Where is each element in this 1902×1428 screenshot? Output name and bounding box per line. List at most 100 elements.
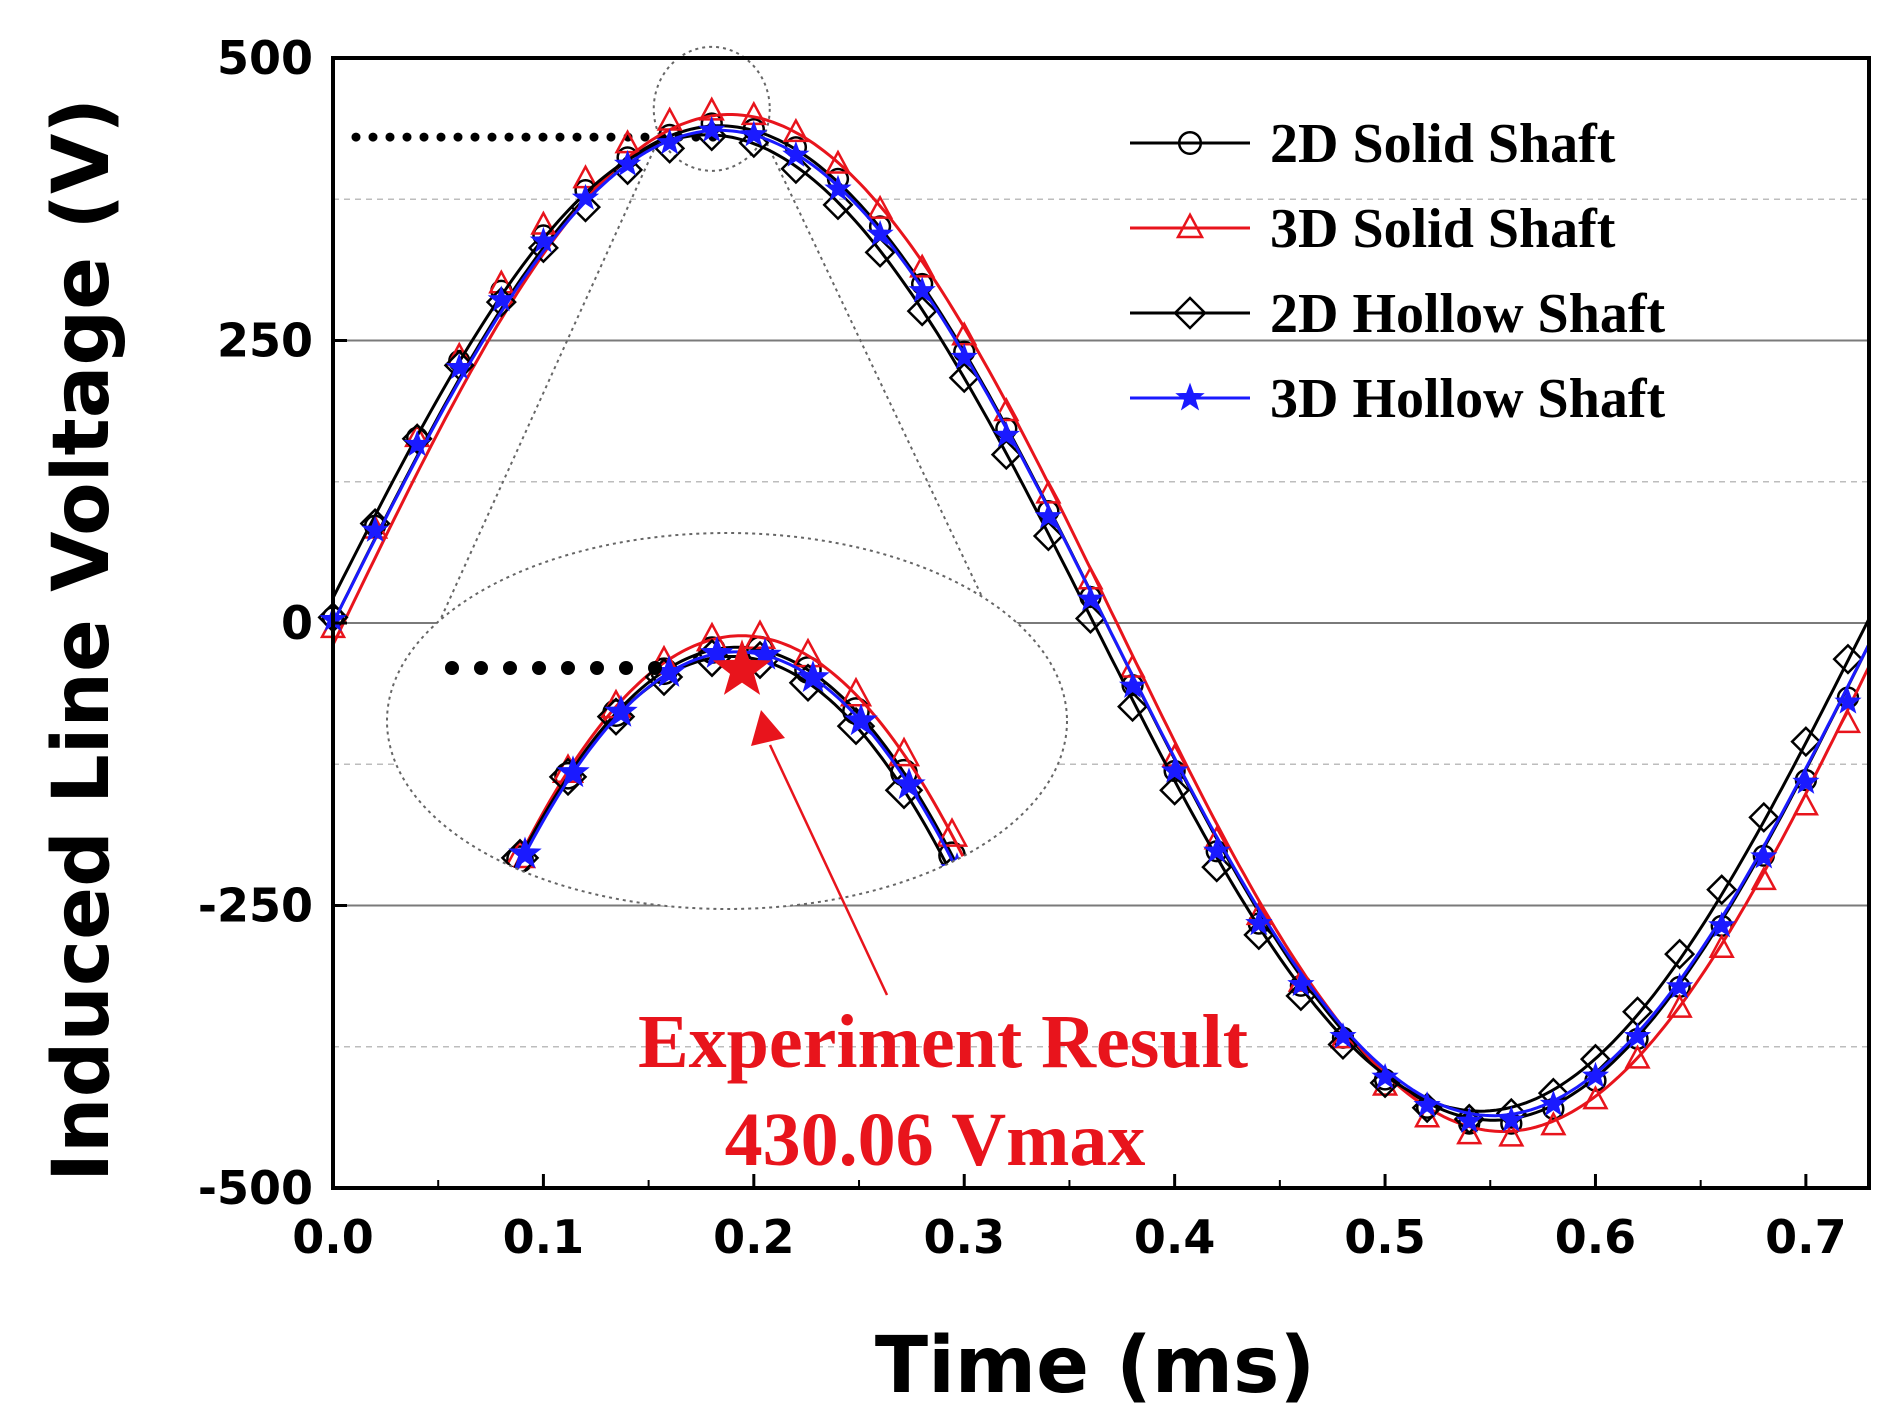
circle-marker <box>1177 130 1203 156</box>
star-marker <box>361 515 389 542</box>
annotation-arrowhead <box>751 710 785 746</box>
star-marker <box>1497 1105 1525 1132</box>
star-marker <box>866 219 894 246</box>
star-marker <box>1287 970 1315 997</box>
y-tick-label: -500 <box>198 1161 313 1215</box>
diamond-marker <box>1243 919 1275 951</box>
diamond-marker <box>983 963 1018 998</box>
legend: 2D Solid Shaft 3D Solid Shaft 2D Hollow Sh… <box>1130 113 1665 430</box>
diamond-marker <box>527 232 559 264</box>
diamond-marker <box>948 362 980 394</box>
reference-dot <box>648 661 662 675</box>
zoom-inset <box>351 45 1068 998</box>
star-marker <box>782 140 810 167</box>
reference-dot <box>504 132 514 142</box>
reference-dot <box>351 132 361 142</box>
star-marker <box>1539 1090 1568 1117</box>
star-marker <box>487 285 515 312</box>
x-tick-label: 0.7 <box>1765 1210 1847 1264</box>
star-marker <box>1455 1106 1483 1133</box>
legend-label: 2D Solid Shaft <box>1270 113 1616 175</box>
diamond-marker <box>401 423 433 455</box>
star-marker <box>1245 909 1273 936</box>
diamond-marker <box>1285 980 1317 1012</box>
x-tick-label: 0.4 <box>1134 1210 1216 1264</box>
star-marker <box>1076 584 1105 611</box>
reference-dot <box>640 132 650 142</box>
reference-dot <box>538 132 548 142</box>
reference-dot <box>521 132 531 142</box>
zoom-inset-border <box>386 532 1068 910</box>
circle-marker <box>554 761 582 790</box>
triangle-marker <box>887 736 921 767</box>
y-tick-label: -250 <box>198 879 313 933</box>
star-marker <box>1161 756 1189 783</box>
legend-label: 3D Solid Shaft <box>1270 198 1616 260</box>
star-marker <box>1834 687 1862 714</box>
star-marker <box>1792 767 1820 794</box>
diamond-marker <box>1074 602 1106 634</box>
star-marker <box>1034 502 1063 529</box>
triangle-marker <box>824 149 852 174</box>
y-axis-title: Induced Line Voltage (V) <box>37 98 127 1182</box>
star-marker <box>700 636 734 668</box>
star-marker <box>571 183 600 210</box>
diamond-marker <box>780 153 812 185</box>
diamond-marker <box>864 236 896 268</box>
star-marker <box>1203 836 1231 863</box>
diamond-marker <box>906 295 938 327</box>
star-marker <box>844 703 878 736</box>
triangle-marker <box>993 396 1020 422</box>
triangle-marker <box>1834 708 1862 734</box>
reference-dot <box>503 661 517 675</box>
star-marker <box>613 149 642 176</box>
diamond-marker <box>1117 691 1149 723</box>
x-tick-label: 0.0 <box>292 1210 374 1264</box>
star-marker <box>1665 972 1694 999</box>
circle-marker <box>987 946 1012 971</box>
diamond-marker <box>569 191 602 223</box>
x-tick-label: 0.6 <box>1555 1210 1637 1264</box>
diamond-marker <box>1706 874 1738 906</box>
reference-dot <box>572 132 582 142</box>
triangle-marker <box>839 676 873 707</box>
reference-dot <box>532 661 546 675</box>
experiment-star-marker <box>712 639 772 695</box>
star-marker <box>1708 911 1736 938</box>
star-marker <box>950 343 978 369</box>
annotation-label-line2: 430.06 Vmax <box>725 1098 1146 1182</box>
star-marker <box>908 276 936 303</box>
reference-dot <box>453 132 463 142</box>
star-marker <box>1329 1022 1357 1049</box>
diamond-marker <box>1032 520 1064 552</box>
star-marker <box>796 660 830 693</box>
reference-dot <box>561 661 575 675</box>
star-marker <box>604 694 638 727</box>
reference-dot <box>606 132 616 142</box>
reference-dot <box>487 132 497 142</box>
diamond-marker <box>1173 296 1207 330</box>
diamond-marker <box>1201 851 1233 883</box>
y-tick-label: 250 <box>217 314 313 368</box>
y-tick-label: 0 <box>281 596 313 650</box>
triangle-marker <box>1540 1111 1567 1136</box>
reference-dot <box>419 132 429 142</box>
zoom-connector-line <box>762 136 1023 682</box>
diamond-marker <box>1495 1097 1527 1129</box>
series-3d-hollow-shaft <box>319 115 1871 1133</box>
star-marker <box>1623 1022 1652 1049</box>
series-group <box>317 96 1871 1147</box>
star-marker <box>508 836 542 869</box>
reference-dot <box>474 661 488 675</box>
legend-label: 3D Hollow Shaft <box>1270 368 1665 430</box>
annotation-arrow-line <box>768 744 889 996</box>
star-marker <box>1175 382 1205 411</box>
diamond-marker <box>990 439 1022 471</box>
triangle-marker <box>1750 865 1777 891</box>
diamond-marker <box>1664 938 1696 970</box>
x-tick-label: 0.1 <box>503 1210 585 1264</box>
triangle-marker <box>1035 479 1062 504</box>
star-marker <box>824 174 852 201</box>
